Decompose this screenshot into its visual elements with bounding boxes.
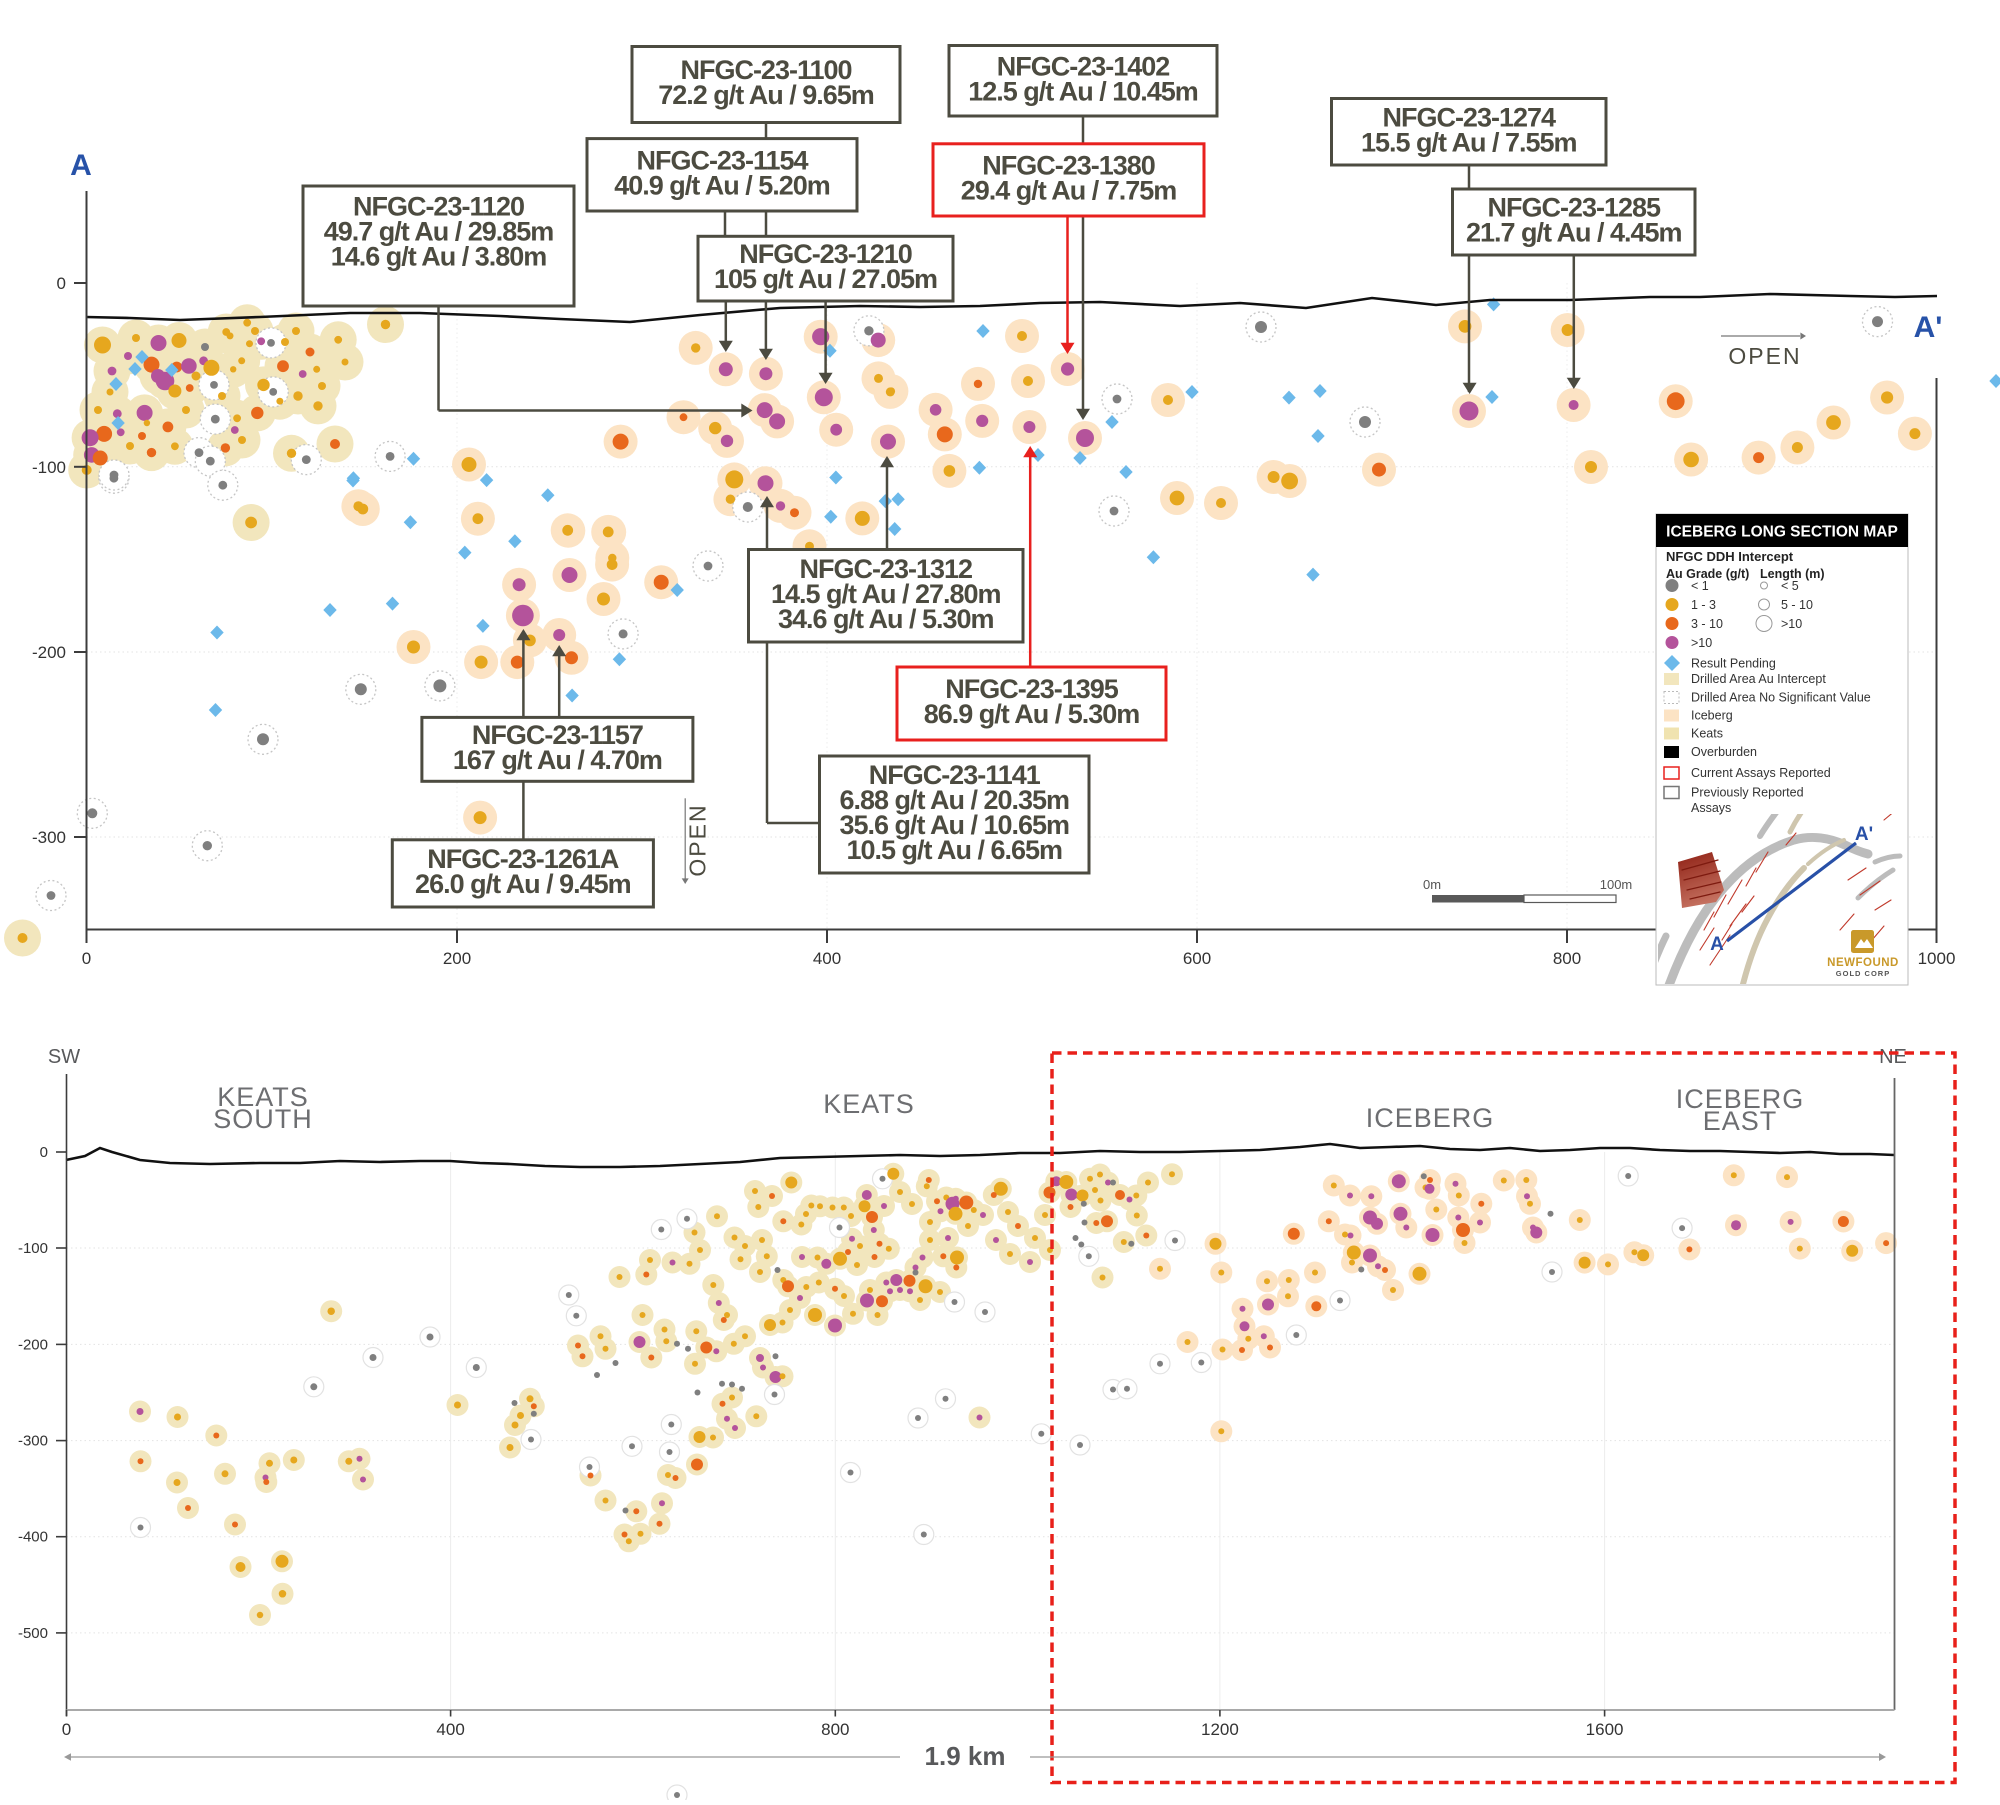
svg-text:1600: 1600 bbox=[1586, 1720, 1624, 1739]
svg-text:GOLD CORP: GOLD CORP bbox=[1836, 969, 1890, 978]
svg-text:NFGC DDH Intercept: NFGC DDH Intercept bbox=[1666, 549, 1794, 564]
svg-text:1000: 1000 bbox=[1918, 949, 1956, 968]
svg-text:ICEBERG: ICEBERG bbox=[1676, 1084, 1805, 1114]
svg-text:A': A' bbox=[1914, 311, 1943, 344]
svg-text:49.7 g/t Au / 29.85m: 49.7 g/t Au / 29.85m bbox=[324, 217, 554, 247]
svg-text:-200: -200 bbox=[32, 643, 66, 662]
svg-text:NFGC-23-1402: NFGC-23-1402 bbox=[997, 51, 1170, 81]
svg-text:OPEN: OPEN bbox=[1728, 343, 1801, 369]
svg-text:40.9 g/t Au / 5.20m: 40.9 g/t Au / 5.20m bbox=[614, 170, 830, 200]
svg-text:Au Grade (g/t): Au Grade (g/t) bbox=[1666, 567, 1749, 581]
svg-text:KEATS: KEATS bbox=[217, 1082, 309, 1112]
svg-text:Drilled Area No Significant Va: Drilled Area No Significant Value bbox=[1691, 691, 1871, 705]
svg-text:Previously Reported: Previously Reported bbox=[1691, 786, 1804, 800]
svg-text:10.5 g/t Au / 6.65m: 10.5 g/t Au / 6.65m bbox=[846, 835, 1062, 865]
svg-text:< 1: < 1 bbox=[1691, 579, 1709, 593]
svg-text:29.4 g/t Au / 7.75m: 29.4 g/t Au / 7.75m bbox=[961, 175, 1177, 205]
svg-text:Assays: Assays bbox=[1691, 801, 1731, 815]
svg-text:Result Pending: Result Pending bbox=[1691, 657, 1776, 671]
svg-text:ICEBERG: ICEBERG bbox=[1366, 1103, 1495, 1133]
svg-text:35.6 g/t Au / 10.65m: 35.6 g/t Au / 10.65m bbox=[839, 810, 1069, 840]
svg-text:14.6 g/t Au / 3.80m: 14.6 g/t Au / 3.80m bbox=[331, 242, 547, 272]
svg-text:0: 0 bbox=[57, 274, 66, 293]
svg-text:NFGC-23-1120: NFGC-23-1120 bbox=[353, 192, 524, 222]
svg-text:NFGC-23-1395: NFGC-23-1395 bbox=[945, 674, 1119, 704]
svg-text:OPEN: OPEN bbox=[685, 803, 711, 876]
svg-text:86.9 g/t Au / 5.30m: 86.9 g/t Au / 5.30m bbox=[924, 699, 1140, 729]
svg-text:-200: -200 bbox=[18, 1336, 48, 1353]
svg-text:34.6 g/t Au / 5.30m: 34.6 g/t Au / 5.30m bbox=[778, 604, 994, 634]
svg-text:NFGC-23-1157: NFGC-23-1157 bbox=[472, 720, 643, 750]
svg-text:-100: -100 bbox=[18, 1240, 48, 1257]
svg-text:SW: SW bbox=[48, 1046, 80, 1068]
svg-text:EAST: EAST bbox=[1703, 1106, 1778, 1136]
svg-text:NFGC-23-1285: NFGC-23-1285 bbox=[1487, 193, 1661, 223]
svg-text:NFGC-23-1210: NFGC-23-1210 bbox=[739, 239, 912, 269]
svg-text:-100: -100 bbox=[32, 458, 66, 477]
svg-text:6.88 g/t Au / 20.35m: 6.88 g/t Au / 20.35m bbox=[839, 785, 1069, 815]
svg-text:400: 400 bbox=[813, 949, 841, 968]
svg-text:-300: -300 bbox=[18, 1433, 48, 1450]
svg-text:26.0 g/t Au / 9.45m: 26.0 g/t Au / 9.45m bbox=[415, 869, 631, 899]
svg-text:NEWFOUND: NEWFOUND bbox=[1827, 957, 1899, 969]
svg-text:15.5 g/t Au / 7.55m: 15.5 g/t Au / 7.55m bbox=[1361, 127, 1577, 157]
svg-text:0: 0 bbox=[82, 949, 91, 968]
svg-text:1200: 1200 bbox=[1201, 1720, 1239, 1739]
svg-text:105 g/t Au / 27.05m: 105 g/t Au / 27.05m bbox=[714, 264, 937, 294]
svg-text:NFGC-23-1154: NFGC-23-1154 bbox=[636, 145, 808, 175]
svg-text:NE: NE bbox=[1879, 1046, 1907, 1068]
svg-text:>10: >10 bbox=[1691, 636, 1712, 650]
svg-text:A': A' bbox=[1855, 824, 1873, 845]
svg-text:NFGC-23-1261A: NFGC-23-1261A bbox=[427, 844, 619, 874]
svg-text:800: 800 bbox=[1553, 949, 1581, 968]
svg-text:-500: -500 bbox=[18, 1625, 48, 1642]
svg-text:NFGC-23-1274: NFGC-23-1274 bbox=[1382, 102, 1556, 132]
svg-text:14.5 g/t Au / 27.80m: 14.5 g/t Au / 27.80m bbox=[771, 579, 1001, 609]
svg-text:1.9 km: 1.9 km bbox=[925, 1741, 1006, 1771]
svg-text:NFGC-23-1141: NFGC-23-1141 bbox=[869, 760, 1041, 790]
svg-text:Drilled Area Au Intercept: Drilled Area Au Intercept bbox=[1691, 672, 1826, 686]
svg-text:ICEBERG LONG SECTION MAP: ICEBERG LONG SECTION MAP bbox=[1666, 524, 1898, 541]
svg-text:21.7 g/t Au / 4.45m: 21.7 g/t Au / 4.45m bbox=[1466, 218, 1682, 248]
svg-text:0: 0 bbox=[62, 1720, 71, 1739]
svg-text:100m: 100m bbox=[1600, 877, 1633, 892]
svg-text:>10: >10 bbox=[1781, 617, 1802, 631]
svg-text:-400: -400 bbox=[18, 1529, 48, 1546]
svg-text:1 - 3: 1 - 3 bbox=[1691, 598, 1716, 612]
svg-text:-300: -300 bbox=[32, 828, 66, 847]
svg-text:Overburden: Overburden bbox=[1691, 745, 1757, 759]
svg-text:Iceberg: Iceberg bbox=[1691, 709, 1733, 723]
svg-text:KEATS: KEATS bbox=[823, 1089, 915, 1119]
svg-text:12.5 g/t Au / 10.45m: 12.5 g/t Au / 10.45m bbox=[968, 76, 1198, 106]
svg-text:NFGC-23-1312: NFGC-23-1312 bbox=[799, 554, 972, 584]
svg-text:3 - 10: 3 - 10 bbox=[1691, 617, 1723, 631]
svg-text:NFGC-23-1100: NFGC-23-1100 bbox=[680, 55, 851, 85]
svg-text:400: 400 bbox=[436, 1720, 464, 1739]
svg-text:72.2 g/t Au / 9.65m: 72.2 g/t Au / 9.65m bbox=[658, 80, 874, 110]
svg-text:Length (m): Length (m) bbox=[1760, 567, 1825, 581]
svg-text:5 - 10: 5 - 10 bbox=[1781, 598, 1813, 612]
svg-text:A: A bbox=[1710, 934, 1724, 955]
svg-text:SOUTH: SOUTH bbox=[213, 1104, 313, 1134]
svg-text:< 5: < 5 bbox=[1781, 579, 1799, 593]
svg-text:800: 800 bbox=[821, 1720, 849, 1739]
svg-text:600: 600 bbox=[1183, 949, 1211, 968]
svg-text:Current Assays Reported: Current Assays Reported bbox=[1691, 766, 1831, 780]
svg-text:0m: 0m bbox=[1423, 877, 1441, 892]
svg-text:200: 200 bbox=[443, 949, 471, 968]
svg-text:0: 0 bbox=[40, 1144, 48, 1161]
svg-text:Keats: Keats bbox=[1691, 727, 1723, 741]
svg-text:A: A bbox=[70, 149, 92, 182]
svg-text:NFGC-23-1380: NFGC-23-1380 bbox=[982, 150, 1155, 180]
svg-text:167 g/t Au / 4.70m: 167 g/t Au / 4.70m bbox=[453, 745, 662, 775]
